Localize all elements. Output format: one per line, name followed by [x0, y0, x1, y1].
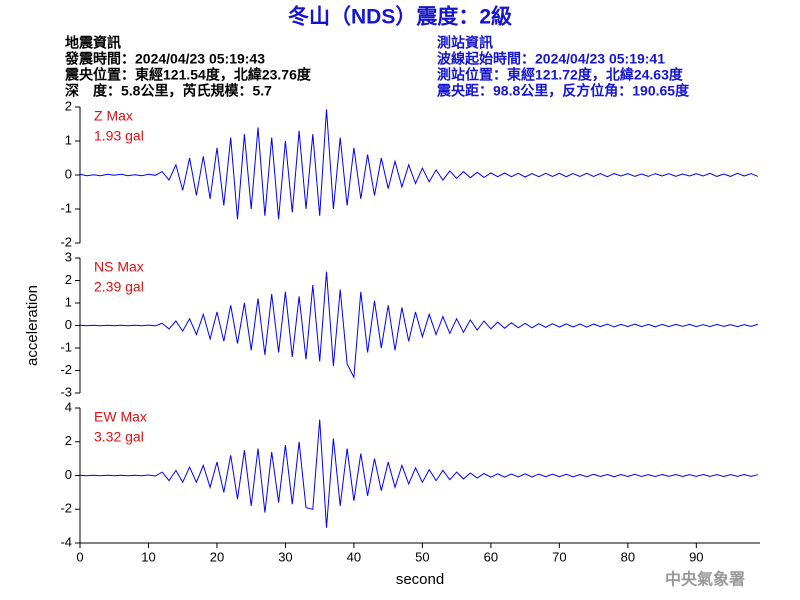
info-line: 測站資訊 [437, 35, 493, 51]
y-tick-label: 1 [65, 132, 72, 147]
max-annotation: 2.39 gal [94, 279, 144, 295]
info-line: 深 度：5.8公里，芮氏規模：5.7 [65, 83, 272, 99]
max-annotation: Z Max [94, 108, 133, 124]
max-annotation: 1.93 gal [94, 128, 144, 144]
x-tick-label: 80 [621, 549, 635, 564]
y-tick-label: -1 [60, 200, 72, 215]
chart-title: 冬山（NDS）震度：2級 [288, 5, 512, 29]
x-tick-label: 90 [689, 549, 703, 564]
x-tick-label: 20 [210, 549, 224, 564]
y-tick-label: 3 [65, 249, 72, 264]
agency-watermark: 中央氣象署 [665, 570, 745, 589]
max-annotation: NS Max [94, 259, 144, 275]
y-tick-label: 0 [65, 317, 72, 332]
y-tick-label: 4 [65, 399, 72, 414]
info-line: 測站位置：東經121.72度，北緯24.63度 [437, 67, 684, 83]
x-axis-label: second [396, 571, 444, 588]
info-line: 波線起始時間：2024/04/23 05:19:41 [437, 51, 665, 67]
y-tick-label: -3 [60, 384, 72, 399]
y-tick-label: 1 [65, 294, 72, 309]
y-tick-label: 2 [65, 98, 72, 113]
info-line: 震央距：98.8公里，反方位角：190.65度 [436, 83, 690, 99]
waveform [79, 419, 759, 528]
x-tick-label: 40 [347, 549, 361, 564]
max-annotation: EW Max [94, 409, 147, 425]
y-tick-label: -2 [60, 501, 72, 516]
x-tick-label: 30 [278, 549, 292, 564]
y-tick-label: 2 [65, 433, 72, 448]
info-line: 發震時間：2024/04/23 05:19:43 [64, 51, 265, 67]
y-tick-label: 2 [65, 272, 72, 287]
max-annotation: 3.32 gal [94, 429, 144, 445]
info-line: 地震資訊 [65, 35, 121, 51]
x-tick-label: 10 [141, 549, 155, 564]
y-tick-label: -2 [60, 234, 72, 249]
x-tick-label: 70 [552, 549, 566, 564]
y-tick-label: -2 [60, 362, 72, 377]
x-tick-label: 60 [484, 549, 498, 564]
y-tick-label: -4 [60, 534, 72, 549]
y-tick-label: 0 [65, 166, 72, 181]
waveform [79, 271, 759, 380]
y-tick-label: -1 [60, 339, 72, 354]
info-line: 震央位置：東經121.54度，北緯23.76度 [64, 67, 312, 83]
x-tick-label: 0 [76, 549, 83, 564]
x-tick-label: 50 [415, 549, 429, 564]
y-axis-label: acceleration [24, 285, 41, 366]
y-tick-label: 0 [65, 467, 72, 482]
waveform [79, 109, 759, 220]
